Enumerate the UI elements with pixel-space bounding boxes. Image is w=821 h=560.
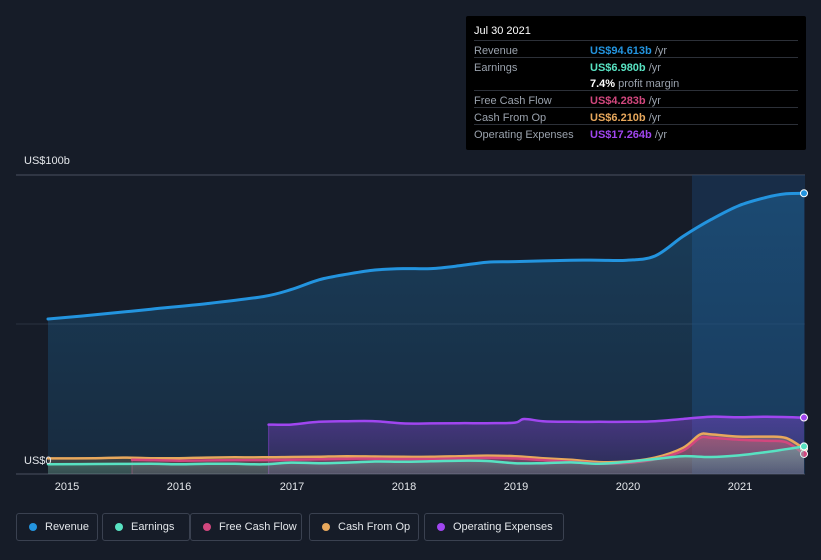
revenue-end-point	[800, 189, 808, 198]
revenue-line	[46, 191, 806, 321]
tooltip-row-unit: /yr	[645, 95, 661, 107]
tooltip-row-label: Free Cash Flow	[474, 95, 552, 107]
tooltip-row-value: US$6.210b	[590, 112, 646, 124]
revenue-area	[48, 193, 804, 475]
tooltip-row-value: 7.4%	[590, 78, 616, 90]
earnings-end-point	[800, 442, 808, 451]
legend-item-revenue[interactable]: Revenue	[16, 513, 98, 541]
tooltip-row: 7.4% profit margin	[474, 74, 798, 90]
tooltip-row-label: Operating Expenses	[474, 129, 574, 141]
chart-plot	[16, 174, 808, 475]
tooltip-row: Operating Expenses US$17.264b /yr	[474, 124, 798, 141]
earnings-line	[46, 445, 806, 466]
tooltip-row: Earnings US$6.980b /yr	[474, 57, 798, 74]
x-tick-label: 2017	[279, 481, 305, 493]
opex-end-point	[800, 413, 808, 422]
cfo-line	[46, 432, 806, 464]
legend-dot-icon	[437, 523, 445, 531]
tooltip-row-value: US$17.264b	[590, 129, 652, 141]
legend-item-operating-expenses[interactable]: Operating Expenses	[424, 513, 564, 541]
tooltip-row-unit: profit margin	[615, 78, 680, 90]
tooltip-panel: Jul 30 2021 Revenue US$94.613b /yr Earning…	[466, 16, 806, 150]
legend-label: Operating Expenses	[453, 521, 553, 533]
tooltip-row-value: US$4.283b	[590, 95, 646, 107]
earnings-area	[48, 446, 804, 474]
legend-item-earnings[interactable]: Earnings	[102, 513, 190, 541]
y-axis-bottom-label: US$0	[24, 455, 52, 467]
tooltip-row-label: Earnings	[474, 62, 518, 74]
tooltip-date: Jul 30 2021	[474, 25, 531, 37]
legend-item-cash-from-op[interactable]: Cash From Op	[309, 513, 419, 541]
tooltip-row-value: US$6.980b	[590, 62, 646, 74]
legend-dot-icon	[29, 523, 37, 531]
tooltip-row: Cash From Op US$6.210b /yr	[474, 107, 798, 124]
tooltip-row-unit: /yr	[645, 62, 661, 74]
tooltip-row-unit: /yr	[651, 45, 668, 57]
legend-dot-icon	[322, 523, 330, 531]
tooltip-row-value: US$94.613b	[590, 45, 652, 57]
fcf-line	[130, 435, 806, 465]
tooltip-row: Revenue US$94.613b /yr	[474, 40, 798, 57]
tooltip-row-unit: /yr	[645, 112, 661, 124]
y-axis-top-label: US$100b	[24, 155, 70, 167]
tooltip-row: Free Cash Flow US$4.283b /yr	[474, 90, 798, 107]
legend-label: Cash From Op	[338, 521, 411, 533]
x-tick-label: 2020	[615, 481, 641, 493]
x-tick-label: 2019	[503, 481, 529, 493]
x-tick-label: 2021	[727, 481, 753, 493]
legend-label: Free Cash Flow	[219, 521, 297, 533]
x-tick-label: 2016	[166, 481, 192, 493]
tooltip-row-label: Cash From Op	[474, 112, 547, 124]
legend-dot-icon	[203, 523, 211, 531]
legend-label: Revenue	[45, 521, 90, 533]
opex-line	[267, 415, 806, 427]
tooltip-row-label: Revenue	[474, 45, 519, 57]
legend-label: Earnings	[131, 521, 175, 533]
tooltip-row-unit: /yr	[651, 129, 668, 141]
legend-dot-icon	[115, 523, 123, 531]
x-tick-label: 2018	[391, 481, 417, 493]
legend-item-free-cash-flow[interactable]: Free Cash Flow	[190, 513, 302, 541]
x-tick-label: 2015	[54, 481, 80, 493]
